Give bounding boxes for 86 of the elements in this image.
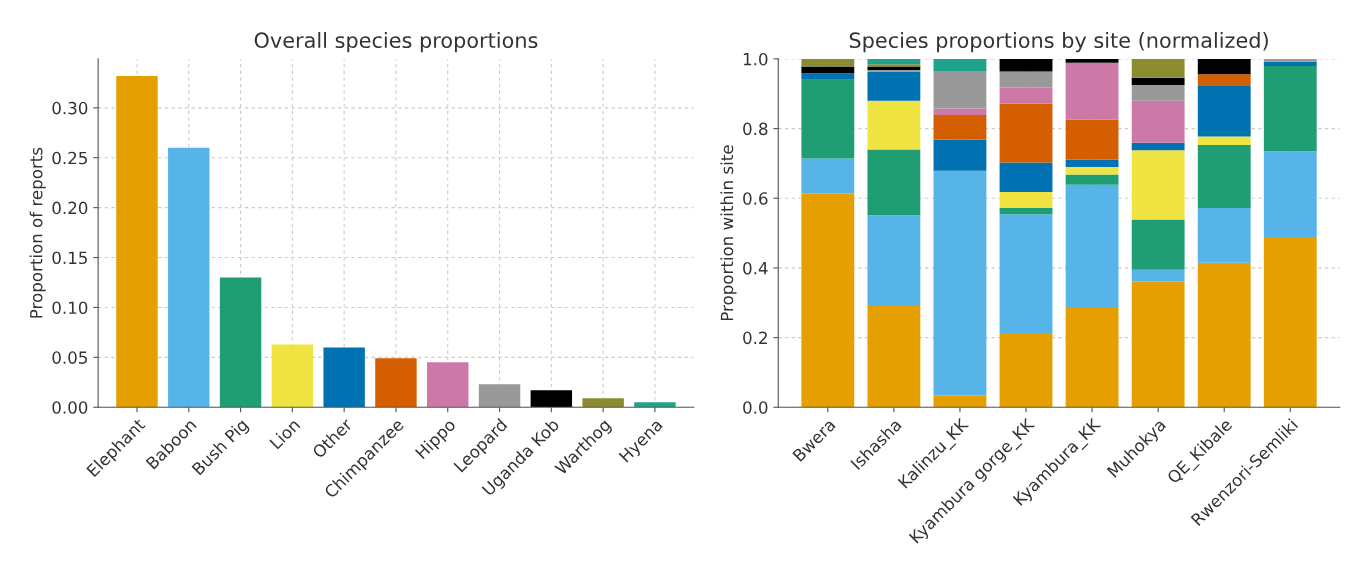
bar [999,191,1053,208]
y-tick-label: 0.00 [52,401,88,414]
bar [1263,151,1317,237]
y-tick-label: 0.20 [52,201,88,215]
y-tick-label: 0.0 [743,401,768,414]
y-tick-label: 0.4 [743,261,768,275]
bar [1263,58,1317,62]
bar [1065,159,1119,167]
bar [933,58,987,72]
bar [271,344,314,408]
y-tick-label: 0.8 [743,122,768,136]
bar [116,75,158,408]
bar [1065,166,1119,175]
bar [1065,119,1119,160]
bar [867,305,921,408]
y-tick-label: 1.0 [743,52,768,66]
bar [1197,86,1251,137]
bar [1197,208,1251,263]
bar [999,58,1053,72]
bar [933,139,987,171]
bar [867,215,921,306]
bar [933,71,987,109]
bar [1065,306,1119,408]
bar [1131,77,1185,86]
bar [933,115,987,140]
bar [1131,142,1185,151]
bar [323,347,365,408]
bar [867,100,921,150]
bar [219,277,262,408]
bar [933,108,987,115]
bar [1065,62,1119,120]
bar [1065,58,1119,63]
bar [867,149,921,216]
bar [933,395,987,408]
bar [1263,61,1317,66]
x-tick-label: Lion [269,417,301,450]
bar [1197,74,1251,87]
bar [999,333,1053,408]
bar [1197,136,1251,145]
bar [801,158,855,194]
bar [801,66,855,74]
chart-title: Species proportions by site (normalized) [849,31,1268,53]
bar [375,358,417,408]
bar [1197,144,1251,209]
bar [867,64,921,67]
bar [478,384,521,408]
bar [867,71,921,101]
bar [168,147,210,408]
y-tick-label: 0.6 [743,192,768,205]
bar [530,390,573,408]
bar [1263,236,1317,408]
y-tick-label: 0.25 [52,151,87,165]
y-axis-title: Proportion of reports [29,147,46,318]
bar [1131,85,1185,101]
bar [1131,219,1185,270]
bar [999,103,1053,163]
y-tick-label: 0.10 [52,301,88,315]
bar [999,71,1053,88]
bar [999,87,1053,104]
bar [801,79,855,159]
bar [1131,150,1185,220]
y-tick-label: 0.2 [743,331,767,345]
bar [801,193,855,408]
bar [1131,100,1185,143]
bar [867,58,921,65]
bar [427,362,469,408]
bar [634,402,676,408]
y-tick-label: 0.30 [52,101,88,115]
y-axis-title: Proportion within site [720,145,737,321]
bar [1263,65,1317,152]
bar [1131,58,1185,78]
bar [1197,262,1251,408]
bar [1131,281,1185,408]
bar [999,162,1053,192]
bar [1197,58,1251,75]
bar [801,73,855,80]
bar [1131,269,1185,282]
bar [1065,184,1119,307]
bar [999,214,1053,334]
bar [933,170,987,396]
bar [1065,174,1119,185]
chart-title: Overall species proportions [254,31,538,53]
y-tick-label: 0.05 [52,351,87,364]
bar [582,398,624,408]
y-tick-label: 0.15 [52,251,87,265]
bar [801,58,855,67]
